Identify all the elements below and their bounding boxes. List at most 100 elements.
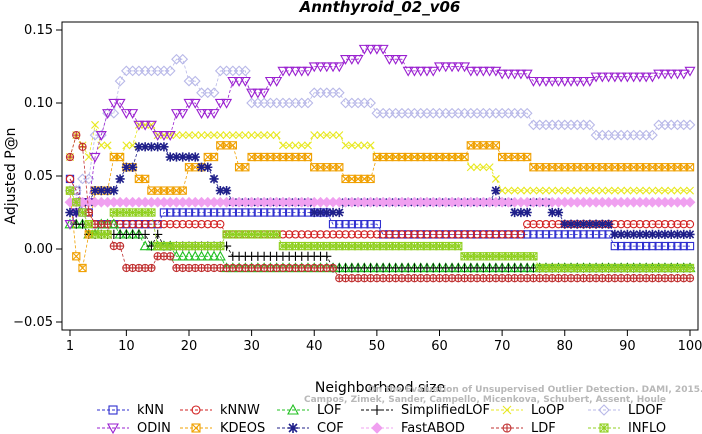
data-point-odin: [515, 69, 527, 80]
data-point-loop: [548, 186, 557, 195]
data-point-knnw: [378, 230, 388, 239]
data-point-knnw: [353, 230, 363, 239]
legend-label-knnw: kNNW: [220, 403, 260, 418]
data-point-odin: [559, 76, 571, 87]
data-point-cof: [641, 229, 651, 239]
data-point-odin: [264, 76, 276, 87]
data-point-ldof: [177, 53, 189, 65]
data-point-cof: [128, 162, 138, 172]
data-point-loop: [316, 131, 325, 140]
data-point-cof: [190, 152, 200, 162]
data-point-odin: [621, 72, 633, 83]
data-point-loop: [523, 186, 532, 195]
data-point-loop: [498, 186, 507, 195]
data-point-odin: [477, 66, 489, 77]
data-point-odin: [678, 69, 690, 80]
series-ldof: [64, 53, 696, 196]
data-point-odin: [402, 66, 414, 77]
data-point-knn: [585, 230, 594, 239]
legend-marker-knnw: [191, 405, 201, 415]
y-tick-label: 0.05: [24, 169, 53, 184]
x-tick-label: 10: [118, 339, 135, 354]
data-point-loop: [291, 141, 300, 150]
data-point-odin: [534, 76, 546, 87]
data-point-ldof: [189, 75, 201, 87]
data-point-knnw: [191, 220, 200, 229]
data-point-odin: [108, 98, 120, 109]
data-point-odin: [202, 109, 214, 119]
data-point-knnw: [685, 220, 695, 229]
data-point-odin: [546, 76, 558, 87]
data-point-knnw: [629, 220, 638, 229]
data-point-knnw: [285, 230, 294, 239]
data-point-loop: [91, 120, 100, 129]
series-ldf: [65, 130, 695, 283]
y-axis-label: Adjusted P@n: [3, 127, 19, 224]
data-point-knnw: [516, 230, 526, 239]
x-tick-label: 40: [306, 339, 323, 354]
data-point-knnw: [203, 220, 212, 229]
legend-marker-odin: [107, 423, 119, 434]
data-point-ldf: [685, 274, 695, 283]
data-point-odin: [277, 66, 289, 77]
data-point-knnw: [654, 220, 663, 229]
data-point-knnw: [391, 230, 400, 239]
data-point-knnw: [366, 230, 375, 239]
legend-label-inflo: INFLO: [628, 421, 666, 434]
data-point-cof: [334, 207, 344, 218]
data-point-knn: [685, 241, 695, 251]
legend-item-cof: COF: [277, 421, 344, 434]
data-point-cof: [585, 219, 595, 229]
data-point-knnw: [667, 220, 676, 229]
data-point-cof: [209, 174, 219, 184]
data-point-odin: [684, 66, 696, 77]
data-point-cof: [510, 207, 520, 218]
data-point-ldf: [115, 241, 125, 251]
data-point-loop: [541, 186, 550, 195]
data-point-cof: [629, 229, 639, 239]
data-point-knnw: [159, 220, 169, 229]
data-point-kdeos: [178, 186, 187, 195]
data-point-knn: [579, 230, 588, 239]
data-point-odin: [383, 55, 395, 65]
data-point-ldf: [72, 130, 81, 140]
series-line-ldof: [70, 58, 690, 191]
data-point-knnw: [303, 230, 313, 239]
data-point-odin: [89, 152, 101, 163]
data-point-kdeos: [335, 163, 344, 172]
data-point-knnw: [310, 230, 319, 239]
data-point-loop: [610, 186, 619, 195]
data-point-knn: [654, 241, 663, 251]
data-point-loop: [210, 131, 219, 140]
data-point-cof: [165, 152, 175, 162]
data-point-knnw: [209, 220, 219, 229]
legend: kNN kNNW LOF SimplifiedLOF LoOP LDOF ODIN KDEOS…: [97, 403, 666, 434]
data-point-ldf: [65, 152, 75, 162]
series-fastabod: [64, 196, 696, 208]
data-point-knnw: [134, 220, 144, 229]
data-point-inflo: [72, 198, 81, 207]
data-point-cof: [309, 207, 319, 218]
data-point-odin: [527, 76, 539, 87]
data-point-knn: [372, 220, 382, 229]
data-point-loop: [579, 186, 588, 195]
data-point-odin: [158, 130, 170, 141]
x-tick-label: 70: [494, 339, 511, 354]
data-point-knnw: [347, 230, 356, 239]
data-point-cof: [134, 142, 144, 152]
watermark-line-1: On the Evaluation of Unsupervised Outlie…: [368, 385, 702, 395]
data-point-loop: [629, 186, 638, 195]
x-tick-label: 60: [431, 339, 448, 354]
plot-frame: [61, 21, 699, 331]
data-point-ldof: [302, 97, 314, 109]
data-point-ldof: [684, 119, 696, 131]
data-point-odin: [314, 62, 327, 73]
data-point-knnw: [335, 230, 344, 239]
data-point-loop: [303, 141, 312, 150]
data-point-inflo: [454, 241, 463, 251]
data-point-odin: [221, 98, 233, 109]
data-point-knn: [360, 220, 369, 229]
series-line-loop: [69, 124, 690, 191]
legend-item-loop: LoOP: [491, 403, 564, 418]
